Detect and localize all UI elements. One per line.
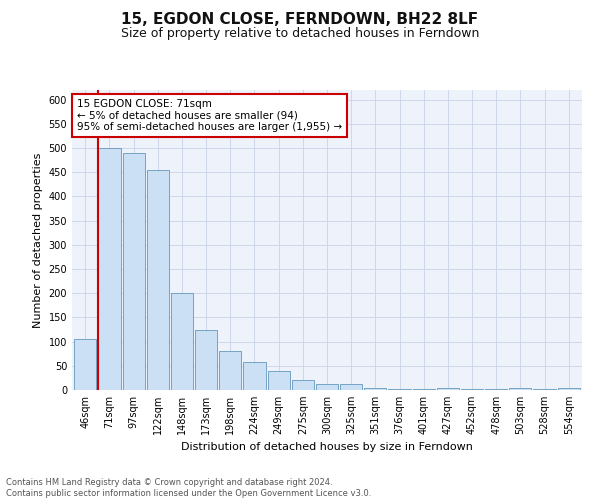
Y-axis label: Number of detached properties: Number of detached properties bbox=[33, 152, 43, 328]
Bar bbox=[413, 389, 435, 390]
Bar bbox=[485, 389, 508, 390]
Text: Contains HM Land Registry data © Crown copyright and database right 2024.
Contai: Contains HM Land Registry data © Crown c… bbox=[6, 478, 371, 498]
Bar bbox=[316, 384, 338, 390]
Text: 15 EGDON CLOSE: 71sqm
← 5% of detached houses are smaller (94)
95% of semi-detac: 15 EGDON CLOSE: 71sqm ← 5% of detached h… bbox=[77, 99, 342, 132]
Bar bbox=[244, 362, 266, 390]
Bar bbox=[292, 380, 314, 390]
Text: 15, EGDON CLOSE, FERNDOWN, BH22 8LF: 15, EGDON CLOSE, FERNDOWN, BH22 8LF bbox=[121, 12, 479, 28]
Bar bbox=[146, 170, 169, 390]
Bar bbox=[171, 293, 193, 390]
Bar bbox=[509, 388, 532, 390]
Bar bbox=[533, 389, 556, 390]
Text: Distribution of detached houses by size in Ferndown: Distribution of detached houses by size … bbox=[181, 442, 473, 452]
Bar bbox=[340, 384, 362, 390]
Bar bbox=[219, 352, 241, 390]
Bar bbox=[461, 389, 483, 390]
Bar bbox=[122, 153, 145, 390]
Bar bbox=[364, 388, 386, 390]
Bar bbox=[437, 388, 459, 390]
Bar bbox=[98, 148, 121, 390]
Text: Size of property relative to detached houses in Ferndown: Size of property relative to detached ho… bbox=[121, 28, 479, 40]
Bar bbox=[195, 330, 217, 390]
Bar bbox=[557, 388, 580, 390]
Bar bbox=[268, 370, 290, 390]
Bar bbox=[388, 389, 410, 390]
Bar bbox=[74, 339, 97, 390]
